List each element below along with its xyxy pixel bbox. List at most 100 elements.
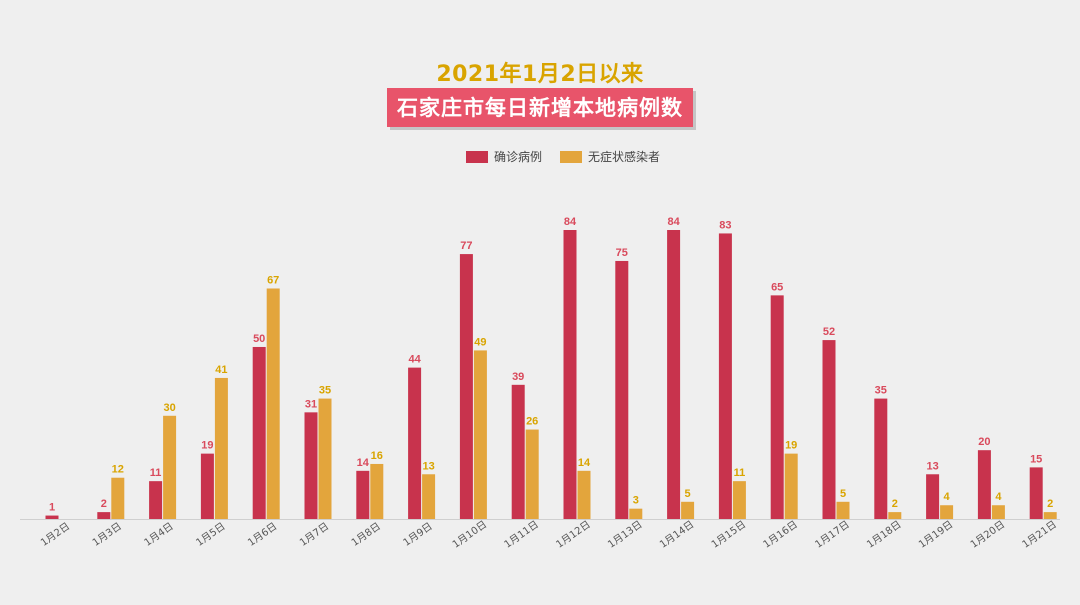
data-label-asymptomatic-4: 41 [215,364,227,376]
data-label-confirmed-4: 19 [201,440,213,452]
x-tick-label-11: 1月12日 [554,518,593,550]
x-tick-label-10: 1月11日 [502,518,541,550]
x-tick-label-16: 1月17日 [813,518,852,550]
legend-swatch-asymptomatic [560,150,583,163]
bar-confirmed-4 [200,453,214,519]
bar-asymptomatic-15 [784,453,798,519]
data-label-confirmed-1: 1 [49,502,55,514]
bar-confirmed-18 [926,474,940,519]
data-label-confirmed-9: 77 [460,240,472,252]
bar-confirmed-8 [408,367,422,519]
bar-asymptomatic-17 [888,512,902,519]
x-tick-label-19: 1月20日 [968,518,1007,550]
x-tick-label-2: 1月3日 [90,520,124,549]
data-label-confirmed-2: 2 [101,498,107,510]
x-tick-label-17: 1月18日 [865,518,904,550]
x-tick-label-20: 1月21日 [1020,518,1059,550]
chart-legend: 确诊病例 无症状感染者 [466,148,678,165]
bar-asymptomatic-7 [370,463,384,519]
data-label-asymptomatic-11: 14 [578,457,591,469]
data-label-confirmed-20: 15 [1030,453,1042,465]
bar-confirmed-17 [874,398,888,519]
bar-asymptomatic-8 [422,474,436,519]
x-tick-label-18: 1月19日 [916,518,955,550]
x-tick-label-13: 1月14日 [657,518,696,550]
bar-confirmed-13 [667,230,681,519]
bar-asymptomatic-14 [732,481,746,519]
bar-confirmed-20 [1029,467,1043,519]
x-tick-label-12: 1月13日 [606,518,645,550]
bar-asymptomatic-16 [836,501,850,519]
bar-confirmed-1 [45,515,59,519]
data-label-confirmed-8: 44 [408,354,421,366]
chart-subtitle-banner: 石家庄市每日新增本地病例数 [0,88,1080,127]
data-label-asymptomatic-8: 13 [422,460,434,472]
bar-confirmed-12 [615,260,629,519]
data-label-confirmed-5: 50 [253,333,265,345]
bar-asymptomatic-9 [473,350,487,519]
data-label-asymptomatic-12: 3 [633,495,639,507]
x-tick-label-9: 1月10日 [450,518,489,550]
bar-confirmed-16 [822,340,836,519]
bar-confirmed-2 [97,512,111,519]
data-label-asymptomatic-7: 16 [371,450,383,462]
bar-asymptomatic-6 [318,398,332,519]
legend-label-asymptomatic: 无症状感染者 [588,150,661,164]
data-label-confirmed-19: 20 [978,436,990,448]
data-label-asymptomatic-16: 5 [840,488,846,500]
bar-confirmed-11 [563,230,577,519]
bar-confirmed-9 [459,254,473,520]
x-tick-label-8: 1月9日 [401,520,435,549]
data-label-confirmed-16: 52 [823,326,835,338]
bar-confirmed-15 [770,295,784,519]
bar-confirmed-7 [356,470,370,519]
bar-confirmed-5 [252,346,266,519]
bar-asymptomatic-19 [991,505,1005,519]
data-label-confirmed-12: 75 [616,247,628,259]
data-label-asymptomatic-15: 19 [785,440,797,452]
bar-confirmed-19 [977,450,991,519]
x-tick-label-3: 1月4日 [142,520,176,549]
x-tick-label-1: 1月2日 [38,520,72,549]
data-label-confirmed-13: 84 [667,216,680,228]
bar-asymptomatic-18 [940,505,954,519]
data-label-confirmed-18: 13 [926,460,938,472]
data-label-asymptomatic-20: 2 [1047,498,1053,510]
data-label-asymptomatic-5: 67 [267,274,279,286]
x-tick-label-4: 1月5日 [194,520,228,549]
bar-asymptomatic-13 [681,501,695,519]
legend-swatch-confirmed [466,150,488,163]
data-label-asymptomatic-10: 26 [526,416,538,428]
data-label-confirmed-3: 11 [150,467,162,479]
x-tick-label-7: 1月8日 [349,520,383,549]
bar-confirmed-10 [511,384,525,519]
data-label-asymptomatic-9: 49 [474,336,486,348]
chart-subtitle: 石家庄市每日新增本地病例数 [387,88,693,127]
data-label-asymptomatic-6: 35 [319,385,331,397]
bar-asymptomatic-11 [577,470,591,519]
data-label-confirmed-15: 65 [771,281,783,293]
legend-item-confirmed: 确诊病例 [466,148,542,165]
bar-confirmed-14 [718,233,732,519]
data-label-confirmed-7: 14 [357,457,370,469]
data-label-confirmed-14: 83 [719,219,731,231]
chart-title: 2021年1月2日以来 [436,62,644,87]
data-label-asymptomatic-3: 30 [163,402,175,414]
data-label-asymptomatic-19: 4 [995,491,1002,503]
data-label-asymptomatic-2: 12 [112,464,124,476]
x-tick-label-14: 1月15日 [709,518,748,550]
bar-asymptomatic-3 [163,415,177,519]
data-label-confirmed-11: 84 [564,216,577,228]
data-label-asymptomatic-13: 5 [685,488,691,500]
data-label-asymptomatic-14: 11 [734,467,746,479]
x-tick-label-15: 1月16日 [761,518,800,550]
data-label-asymptomatic-18: 4 [944,491,951,503]
bar-asymptomatic-12 [629,508,643,519]
legend-label-confirmed: 确诊病例 [494,150,543,164]
bar-asymptomatic-20 [1043,512,1057,519]
x-tick-label-6: 1月7日 [297,520,331,549]
bar-asymptomatic-5 [266,288,280,519]
bar-confirmed-6 [304,412,318,519]
